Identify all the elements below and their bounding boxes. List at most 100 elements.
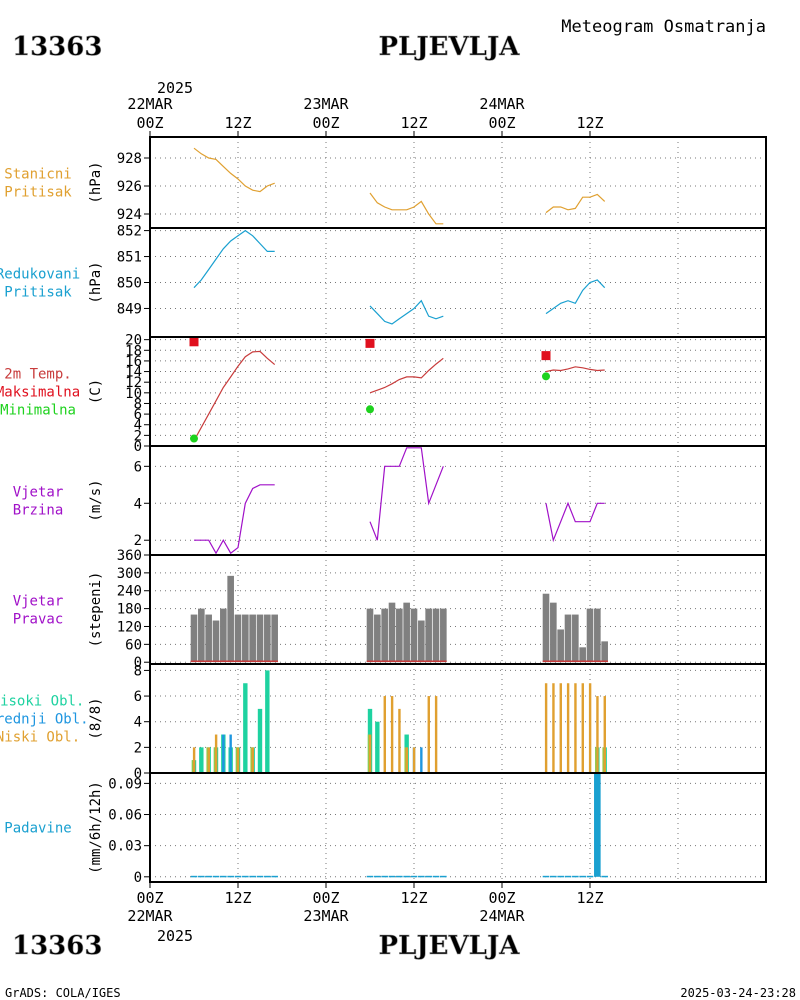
data-bar <box>432 608 440 663</box>
data-bar <box>271 875 278 878</box>
cloud-overlap-bar <box>235 747 237 773</box>
cloud-low-bar <box>251 747 254 773</box>
bottom-hour-label: 00Z <box>488 889 515 907</box>
data-bar <box>366 608 374 663</box>
y-tick-label: 0 <box>134 870 142 886</box>
data-bar <box>212 620 220 663</box>
bottom-hour-label: 12Z <box>576 889 603 907</box>
data-bar <box>403 875 410 878</box>
cloud-low-bar <box>390 696 394 773</box>
data-bar <box>256 614 264 663</box>
y-tick-label: 6 <box>134 689 142 705</box>
panel-4 <box>144 445 767 556</box>
data-bar <box>264 875 271 878</box>
min-temp-marker <box>190 434 198 443</box>
data-bar <box>381 875 388 878</box>
data-bar <box>198 875 205 878</box>
y-tick-label: 928 <box>117 151 142 167</box>
panel-legend-label: Brzina <box>13 503 64 519</box>
max-temp-marker <box>189 337 199 347</box>
y-tick-label: 8 <box>134 396 142 412</box>
data-bar <box>418 620 425 663</box>
y-tick-label: 851 <box>117 250 142 266</box>
cloud-overlap-bar <box>213 747 215 773</box>
top-date-label: 24MAR <box>479 95 525 113</box>
panel-legend-label: 2m Temp. <box>4 367 71 383</box>
cloud-low-bar <box>398 708 401 773</box>
y-tick-label: 850 <box>117 276 142 292</box>
data-bar <box>410 875 418 878</box>
cloud-low-bar <box>566 683 570 773</box>
cloud-high-bar <box>243 683 248 773</box>
y-tick-label: 6 <box>134 407 142 423</box>
bottom-date-label: 24MAR <box>479 907 525 925</box>
panel-legend-label: Srednji Obl. <box>0 712 89 728</box>
data-bar <box>381 608 388 663</box>
data-bar <box>586 875 594 878</box>
y-tick-label: 360 <box>117 548 142 564</box>
data-bar <box>586 608 594 663</box>
min-temp-marker <box>542 372 550 381</box>
data-bar <box>425 875 432 878</box>
y-tick-label: 18 <box>125 343 142 359</box>
cloud-overlap-bar <box>595 747 597 773</box>
series-line <box>545 501 605 543</box>
y-tick-label: 2 <box>134 740 142 756</box>
data-bar <box>564 614 572 663</box>
data-bar <box>579 875 586 878</box>
cloud-overlap-bar <box>367 734 369 773</box>
y-tick-label: 4 <box>134 496 142 512</box>
data-bar <box>557 629 564 663</box>
series-line <box>369 447 444 541</box>
data-bar <box>601 641 608 663</box>
data-bar <box>234 875 242 878</box>
data-bar <box>572 614 579 663</box>
data-bar <box>542 593 550 663</box>
panel-legend-label: Pritisak <box>4 285 72 301</box>
cloud-low-bar <box>214 734 218 773</box>
series-line <box>545 279 606 315</box>
y-axis-label: (mm/6h/12h) <box>88 781 104 874</box>
cloud-low-bar <box>588 683 592 773</box>
data-bar <box>550 875 557 878</box>
cloud-high-bar <box>257 708 263 773</box>
min-temp-marker <box>366 405 374 414</box>
y-tick-label: 240 <box>117 584 142 600</box>
y-axis-label: (C) <box>88 379 104 404</box>
cloud-middle-bar <box>229 734 232 773</box>
bottom-date-label: 22MAR <box>127 907 173 925</box>
y-tick-label: 0.03 <box>108 839 142 855</box>
data-bar <box>242 875 249 878</box>
bottom-hour-label: 00Z <box>312 889 339 907</box>
y-tick-label: 4 <box>134 418 142 434</box>
series-line <box>194 484 275 555</box>
panel-legend-label: Stanicni <box>4 167 71 183</box>
data-bar <box>212 875 220 878</box>
data-bar <box>271 614 278 663</box>
data-bar <box>388 602 396 663</box>
series-line <box>545 193 606 214</box>
cloud-low-bar <box>207 747 210 773</box>
panel-legend-label: Minimalna <box>0 403 76 419</box>
panel-2 <box>144 227 767 338</box>
data-bar <box>410 608 418 663</box>
year-label-top: 2025 <box>157 79 193 97</box>
panel-5 <box>144 554 767 665</box>
cloud-low-bar <box>383 696 386 773</box>
year-label-bottom: 2025 <box>157 927 193 945</box>
data-bar <box>264 614 271 663</box>
data-bar <box>403 602 410 663</box>
y-tick-label: 16 <box>125 354 142 370</box>
data-bar <box>374 875 381 878</box>
panel-legend-label: Niski Obl. <box>0 730 80 746</box>
cloud-low-bar <box>405 747 408 773</box>
series-line <box>193 147 275 193</box>
cloud-low-bar <box>412 747 416 773</box>
cloud-low-bar <box>559 683 562 773</box>
footer-credit: GrADS: COLA/IGES <box>5 986 121 1000</box>
data-bar <box>564 875 572 878</box>
panel-6 <box>144 663 767 774</box>
y-tick-label: 852 <box>117 224 142 240</box>
data-bar <box>374 614 381 663</box>
